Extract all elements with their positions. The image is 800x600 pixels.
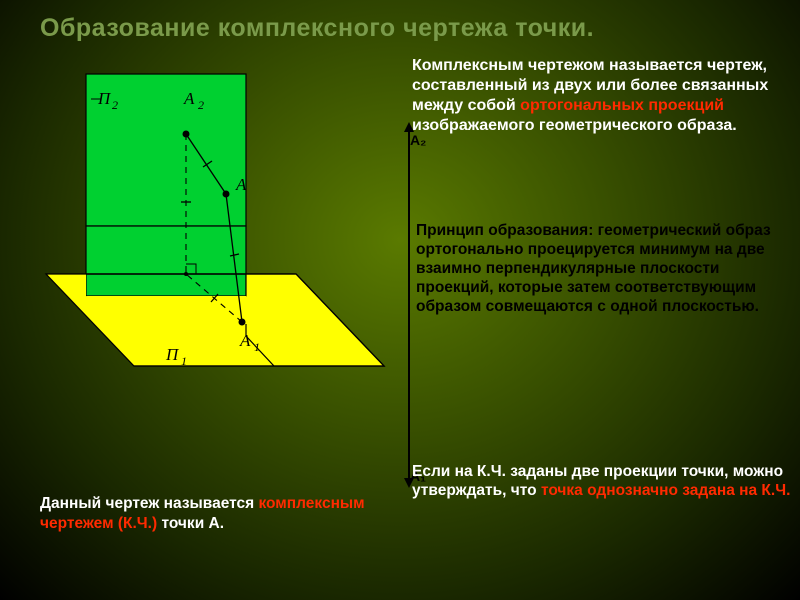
svg-text:П: П — [165, 345, 180, 364]
svg-text:1: 1 — [181, 354, 187, 368]
vertical-axis — [408, 130, 410, 480]
para1-post: изображаемого геометрического образа. — [412, 117, 737, 134]
page-title: Образование комплексного чертежа точки. — [40, 14, 760, 43]
svg-text:А: А — [239, 331, 251, 350]
conclusion-paragraph: Если на К.Ч. заданы две проекции точки, … — [412, 462, 792, 501]
definition-paragraph: Комплексным чертежом называется чертеж, … — [412, 56, 792, 136]
para4-post: точки А. — [157, 515, 224, 532]
projection-diagram: П 2 А 2 А А 1 П 1 — [36, 64, 386, 414]
para3-highlight: точка однозначно задана на К.Ч. — [541, 482, 790, 499]
principle-paragraph: Принцип образования: геометрический обра… — [416, 222, 784, 317]
svg-text:2: 2 — [112, 98, 118, 112]
caption-paragraph: Данный чертеж называется комплексным чер… — [40, 494, 400, 534]
svg-text:П: П — [97, 89, 112, 108]
svg-text:2: 2 — [198, 98, 204, 112]
svg-text:А: А — [235, 175, 247, 194]
para4-pre: Данный чертеж называется — [40, 495, 258, 512]
diagram-svg: П 2 А 2 А А 1 П 1 — [36, 64, 386, 414]
svg-text:1: 1 — [254, 340, 260, 354]
svg-text:А: А — [183, 89, 195, 108]
para1-highlight: ортогональных проекций — [520, 97, 724, 114]
